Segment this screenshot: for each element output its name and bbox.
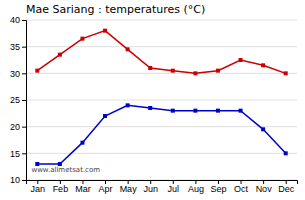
series-line bbox=[37, 31, 285, 74]
marker bbox=[103, 114, 107, 118]
marker bbox=[261, 63, 265, 67]
plot: 10 15 20 25 30 35 40 Jan Feb Mar Apr May Jun Jul Aug Se… bbox=[10, 15, 298, 194]
x-tick: Sep bbox=[210, 180, 226, 194]
series-line bbox=[37, 105, 285, 164]
y-tick-mark bbox=[22, 47, 26, 48]
series-markers bbox=[35, 29, 287, 76]
x-tick-label: Jun bbox=[143, 184, 158, 194]
y-tick: 15 bbox=[10, 149, 26, 159]
x-tick-label: Aug bbox=[188, 184, 204, 194]
x-axis: Jan Feb Mar Apr May Jun Jul Aug Sep Oct Nov Dec bbox=[27, 180, 298, 194]
y-tick-mark bbox=[22, 180, 26, 181]
marker bbox=[239, 58, 243, 62]
y-tick-label: 10 bbox=[10, 175, 20, 185]
marker bbox=[239, 109, 243, 113]
marker bbox=[171, 69, 175, 73]
x-tick-label: Dec bbox=[278, 184, 295, 194]
marker bbox=[284, 151, 288, 155]
annotation: www.allmetsat.com bbox=[31, 166, 100, 174]
x-tick: Jul bbox=[168, 180, 180, 194]
y-tick-mark bbox=[22, 153, 26, 154]
chart: 10 15 20 25 30 35 40 Jan Feb Mar Apr May Jun Jul Aug Se… bbox=[0, 0, 305, 200]
grid-line bbox=[26, 153, 297, 154]
x-tick: Mar bbox=[75, 180, 91, 194]
y-tick: 20 bbox=[10, 122, 26, 132]
y-tick-label: 30 bbox=[10, 69, 20, 79]
title: Mae Sariang : temperatures (°C) bbox=[26, 3, 205, 16]
grid-line bbox=[26, 46, 297, 47]
x-tick-label: Jan bbox=[31, 184, 46, 194]
marker bbox=[216, 69, 220, 73]
y-tick: 30 bbox=[10, 69, 26, 79]
x-tick: Feb bbox=[53, 180, 69, 194]
marker bbox=[58, 53, 62, 57]
marker bbox=[126, 47, 130, 51]
grid-line bbox=[26, 126, 297, 127]
marker bbox=[171, 109, 175, 113]
x-tick: Apr bbox=[99, 180, 113, 194]
x-tick: Jan bbox=[31, 180, 46, 194]
y-tick-label: 15 bbox=[10, 149, 20, 159]
x-tick-label: Oct bbox=[234, 184, 249, 194]
grid bbox=[26, 20, 297, 180]
marker bbox=[80, 141, 84, 145]
y-tick-label: 35 bbox=[10, 42, 20, 52]
x-tick-label: Apr bbox=[99, 184, 113, 194]
x-tick-label: May bbox=[120, 184, 138, 194]
x-tick-label: Feb bbox=[53, 184, 69, 194]
x-tick: Dec bbox=[278, 180, 295, 194]
y-tick-mark bbox=[22, 100, 26, 101]
x-tick: Jun bbox=[143, 180, 158, 194]
marks bbox=[35, 29, 287, 166]
y-tick: 25 bbox=[10, 95, 26, 105]
x-tick: Oct bbox=[234, 180, 249, 194]
y-tick-mark bbox=[22, 73, 26, 74]
y-tick: 40 bbox=[10, 15, 26, 25]
x-tick-label: Mar bbox=[75, 184, 91, 194]
marker bbox=[284, 71, 288, 75]
y-axis-line bbox=[22, 21, 27, 181]
x-tick: May bbox=[120, 180, 138, 194]
y-tick-label: 25 bbox=[10, 95, 20, 105]
x-tick: Aug bbox=[188, 180, 204, 194]
marker bbox=[193, 71, 197, 75]
marker bbox=[148, 66, 152, 70]
y-tick-label: 40 bbox=[10, 15, 20, 25]
y-tick: 35 bbox=[10, 42, 26, 52]
y-tick: 10 bbox=[10, 175, 26, 185]
series-markers bbox=[35, 103, 287, 166]
marker bbox=[35, 69, 39, 73]
marker bbox=[193, 109, 197, 113]
x-tick-label: Nov bbox=[256, 184, 273, 194]
x-tick-label: Sep bbox=[210, 184, 226, 194]
x-tick-label: Jul bbox=[168, 184, 180, 194]
y-tick-label: 20 bbox=[10, 122, 20, 132]
y-tick-mark bbox=[22, 127, 26, 128]
marker bbox=[80, 37, 84, 41]
grid-line bbox=[26, 20, 297, 21]
marker bbox=[148, 106, 152, 110]
marker bbox=[103, 29, 107, 33]
grid-line bbox=[26, 100, 297, 101]
marker bbox=[126, 103, 130, 107]
marker bbox=[261, 127, 265, 131]
x-tick: Nov bbox=[256, 180, 273, 194]
y-tick-mark bbox=[22, 20, 26, 21]
y-axis: 10 15 20 25 30 35 40 bbox=[10, 15, 27, 185]
grid-line bbox=[26, 73, 297, 74]
marker bbox=[216, 109, 220, 113]
